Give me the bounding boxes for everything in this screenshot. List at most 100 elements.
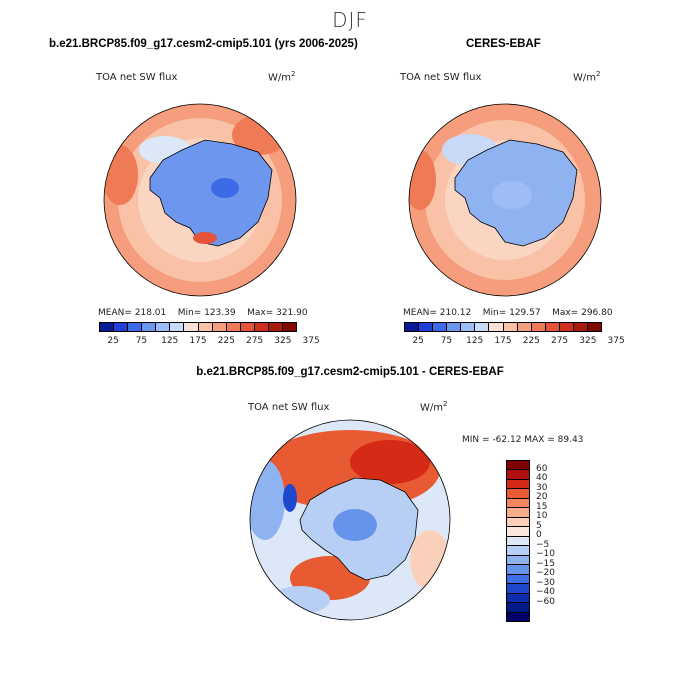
obs-stats: MEAN= 210.12 Min= 129.57 Max= 296.80 xyxy=(403,308,613,318)
model-colorbar-swatch xyxy=(254,323,269,331)
diff-colorbar-swatch xyxy=(507,546,529,556)
model-colorbar-swatch xyxy=(226,323,241,331)
model-field-label: TOA net SW flux xyxy=(96,72,178,83)
model-colorbar-tick-label: 25 xyxy=(107,336,119,346)
model-colorbar-tick-label: 125 xyxy=(161,336,179,346)
obs-colorbar-swatch xyxy=(475,323,490,331)
diff-north-strong-warm xyxy=(350,440,430,484)
model-antarctica xyxy=(149,139,273,247)
model-colorbar-swatch xyxy=(156,323,171,331)
obs-colorbar-tick-label: 25 xyxy=(412,336,424,346)
diff-colorbar-label: 0 xyxy=(536,530,542,541)
diff-colorbar-swatch xyxy=(507,612,529,621)
model-colorbar-swatch xyxy=(142,323,157,331)
model-panel-title: b.e21.BRCP85.f09_g17.cesm2-cmip5.101 (yr… xyxy=(49,38,358,50)
diff-units-label: W/m2 xyxy=(420,400,448,414)
diff-west-cool xyxy=(250,460,285,540)
diff-colorbar-swatch xyxy=(507,603,529,613)
obs-colorbar-tick-label: 325 xyxy=(579,336,597,346)
diff-colorbar-label: 20 xyxy=(536,492,548,503)
model-colorbar-swatch xyxy=(198,323,213,331)
obs-colorbar-tick-label: 175 xyxy=(494,336,512,346)
diff-colorbar-label: −30 xyxy=(536,577,555,588)
diff-minmax: MIN = -62.12 MAX = 89.43 xyxy=(462,435,584,445)
diff-colorbar-label: −15 xyxy=(536,558,555,569)
diff-colorbar-label: 10 xyxy=(536,511,548,522)
diff-colorbar-label: 30 xyxy=(536,482,548,493)
obs-colorbar-swatch xyxy=(461,323,476,331)
obs-colorbar xyxy=(404,322,602,332)
model-colorbar-swatch xyxy=(268,323,284,331)
diff-colorbar-swatch xyxy=(507,555,529,566)
diff-colorbar-swatch xyxy=(507,536,529,547)
diff-peninsula-cool xyxy=(283,484,297,512)
obs-colorbar-ticks: 25 75 125 175 225 275 325 375 xyxy=(404,336,624,348)
model-colorbar-swatch xyxy=(100,323,115,331)
obs-colorbar-swatch xyxy=(447,323,462,331)
diff-colorbar-swatch xyxy=(507,593,529,604)
model-colorbar-swatch xyxy=(212,323,227,331)
model-stats: MEAN= 218.01 Min= 123.39 Max= 321.90 xyxy=(98,308,308,318)
model-colorbar-tick-label: 175 xyxy=(189,336,207,346)
model-colorbar-swatch xyxy=(184,323,199,331)
diff-colorbar-label: 5 xyxy=(536,520,542,531)
obs-plateau xyxy=(492,181,532,209)
diff-colorbar-swatch xyxy=(507,527,529,537)
obs-colorbar-swatch xyxy=(531,323,546,331)
obs-colorbar-tick-label: 125 xyxy=(466,336,484,346)
model-map-border xyxy=(103,103,297,297)
obs-colorbar-swatch xyxy=(588,323,602,331)
model-colorbar xyxy=(99,322,297,332)
obs-colorbar-swatch xyxy=(517,323,532,331)
model-colorbar-swatch xyxy=(283,323,297,331)
model-colorbar-tick-label: 275 xyxy=(245,336,264,346)
diff-colorbar-label: 60 xyxy=(536,463,548,474)
diff-colorbar-swatch xyxy=(507,461,529,471)
diff-field-label: TOA net SW flux xyxy=(248,402,330,413)
obs-colorbar-swatch xyxy=(573,323,589,331)
obs-field-label: TOA net SW flux xyxy=(400,72,482,83)
diff-colorbar-label: −60 xyxy=(536,596,555,607)
diff-colorbar-label: 40 xyxy=(536,473,548,484)
diff-colorbar-swatch xyxy=(507,565,529,575)
model-ross-hotspot xyxy=(193,232,217,244)
diff-colorbar-label: −10 xyxy=(536,549,555,560)
model-colorbar-swatch xyxy=(114,323,129,331)
model-colorbar-tick-label: 375 xyxy=(302,336,320,346)
diff-colorbar-label: 15 xyxy=(536,501,548,512)
diff-colorbar-swatch xyxy=(507,517,529,528)
diff-colorbar-swatch xyxy=(507,479,529,490)
obs-colorbar-swatch xyxy=(545,323,560,331)
model-units-label: W/m2 xyxy=(268,70,296,84)
diff-colorbar-label: −20 xyxy=(536,568,555,579)
obs-units-label: W/m2 xyxy=(573,70,601,84)
diff-colorbar-label: −40 xyxy=(536,587,555,598)
obs-colorbar-swatch xyxy=(419,323,434,331)
obs-colorbar-tick-label: 275 xyxy=(550,336,569,346)
diff-colorbar-swatch xyxy=(507,508,529,518)
diff-plateau-cool xyxy=(333,509,377,541)
diff-colorbar-swatch xyxy=(507,470,529,480)
diff-east-warm xyxy=(410,530,450,590)
diff-colorbar xyxy=(506,460,530,622)
obs-colorbar-tick-label: 225 xyxy=(522,336,540,346)
model-colorbar-ticks: 25 75 125 175 225 275 325 375 xyxy=(99,336,319,348)
obs-colorbar-swatch xyxy=(559,323,574,331)
diff-map-border xyxy=(249,419,451,621)
model-colorbar-tick-label: 325 xyxy=(274,336,292,346)
obs-colorbar-swatch xyxy=(433,323,448,331)
diff-colorbar-swatch xyxy=(507,574,529,585)
diff-colorbar-swatch xyxy=(507,584,529,594)
obs-colorbar-tick-label: 375 xyxy=(607,336,625,346)
obs-colorbar-swatch xyxy=(489,323,504,331)
obs-colorbar-swatch xyxy=(503,323,518,331)
obs-panel-title: CERES-EBAF xyxy=(466,38,541,50)
season-title: DJF xyxy=(332,8,368,32)
model-colorbar-tick-label: 225 xyxy=(217,336,235,346)
model-colorbar-tick-label: 75 xyxy=(135,336,148,346)
obs-colorbar-tick-label: 75 xyxy=(440,336,453,346)
obs-colorbar-swatch xyxy=(405,323,420,331)
